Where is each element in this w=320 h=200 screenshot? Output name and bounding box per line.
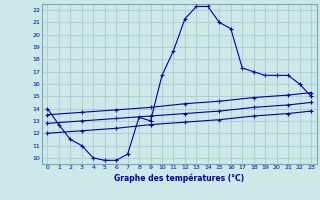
X-axis label: Graphe des températures (°C): Graphe des températures (°C) [114,173,244,183]
